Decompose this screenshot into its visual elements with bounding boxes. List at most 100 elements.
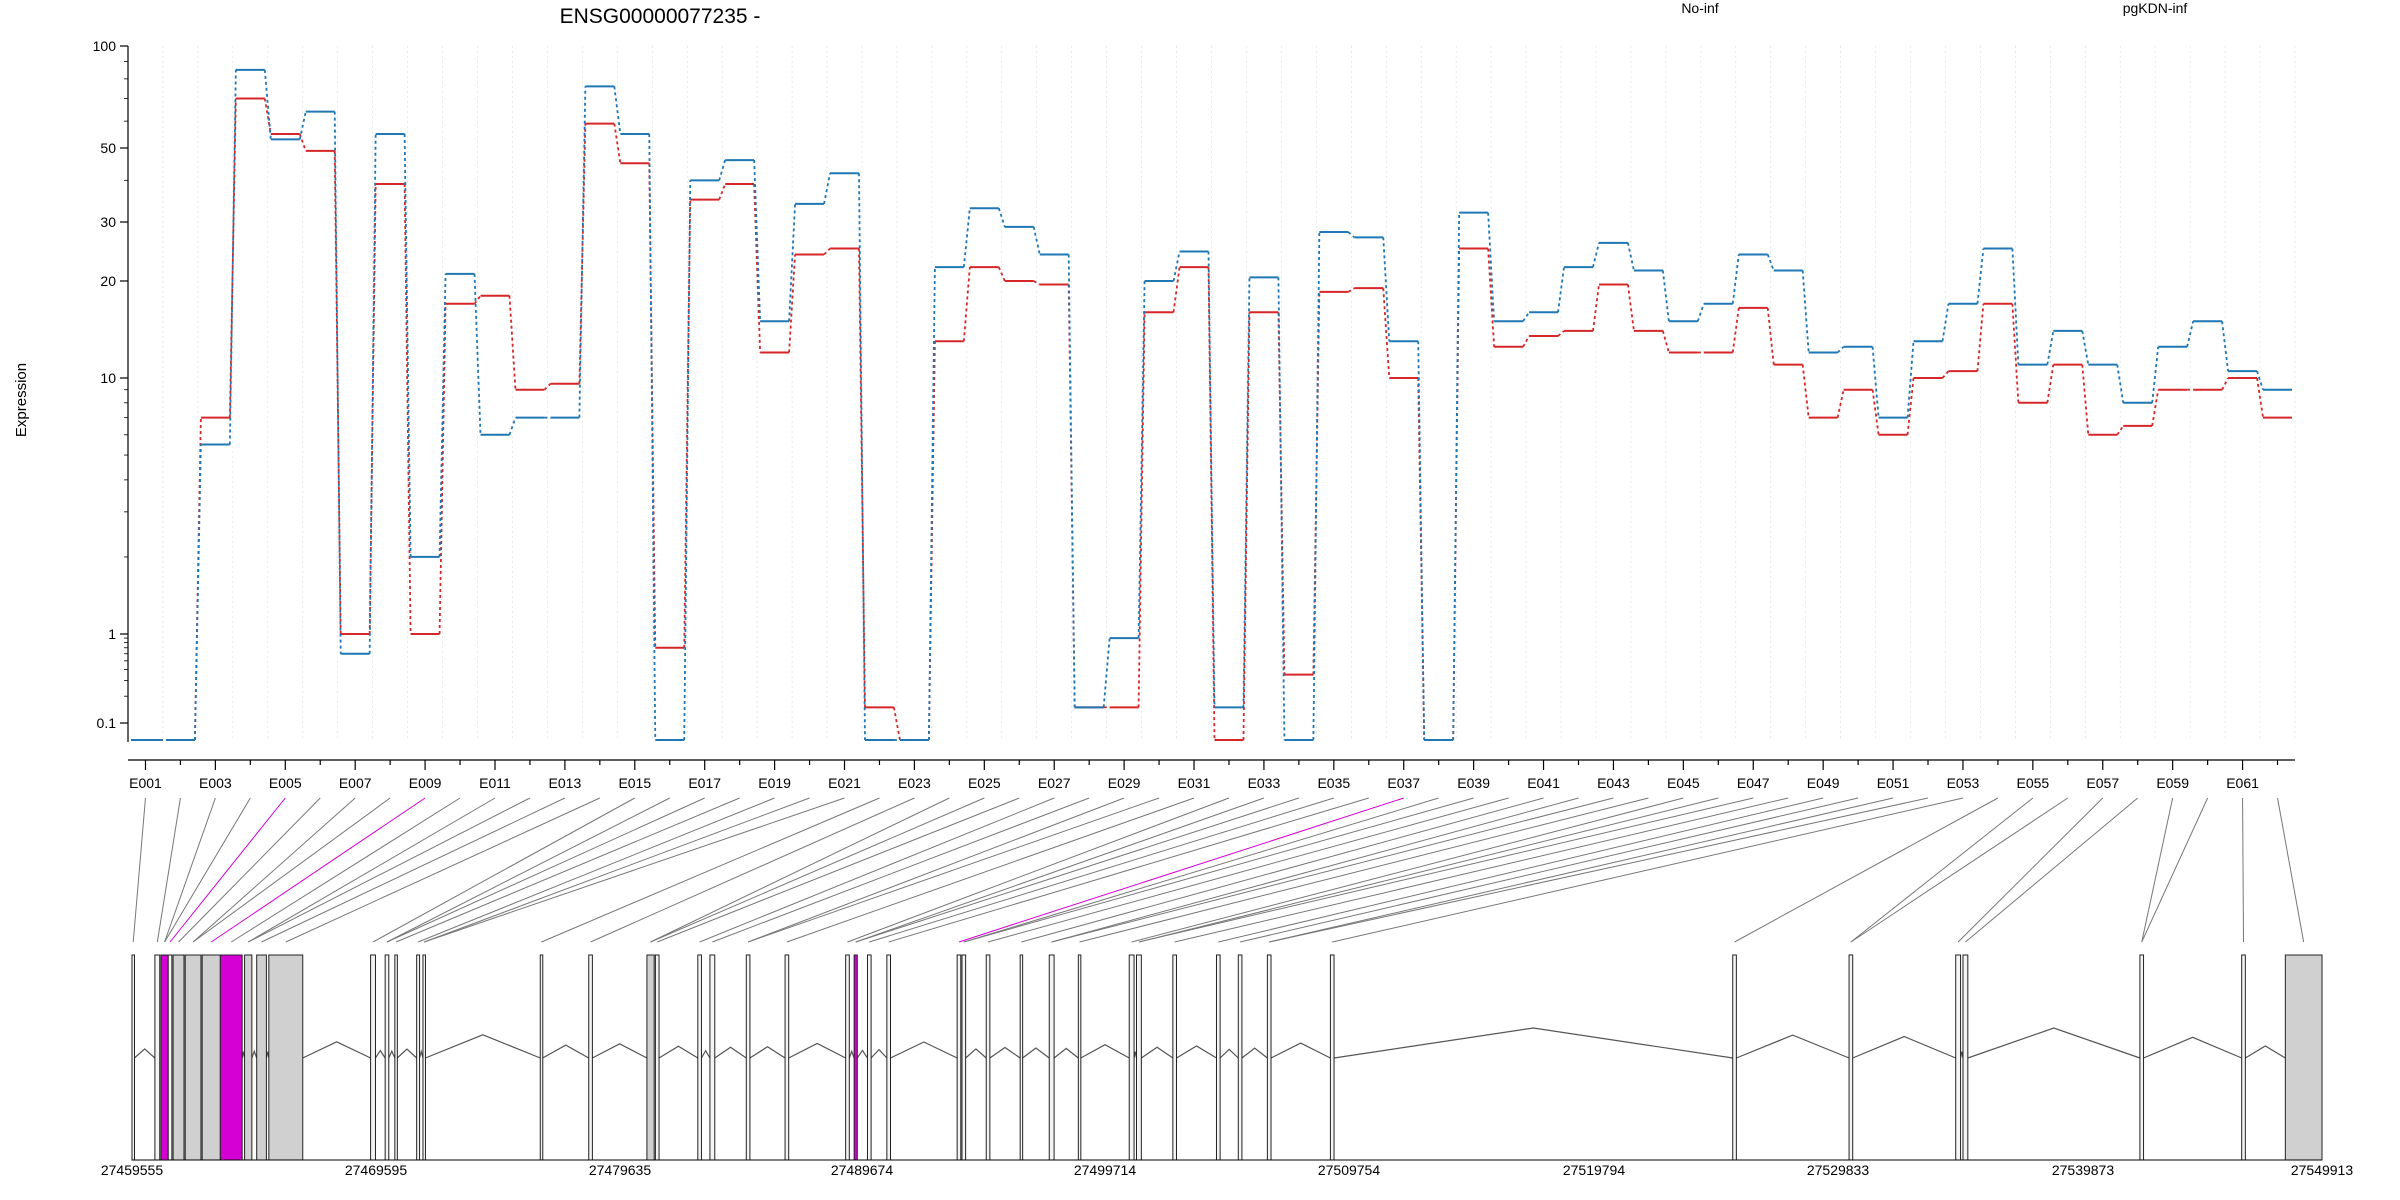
x-tick-label: E009 bbox=[409, 775, 442, 791]
x-tick-label: E017 bbox=[688, 775, 721, 791]
exon-box bbox=[172, 954, 185, 1161]
intron-line bbox=[1852, 1035, 1956, 1059]
series-connector bbox=[1801, 364, 1810, 418]
exon-box bbox=[244, 954, 253, 1161]
exon-connector bbox=[888, 797, 1369, 943]
exon-box bbox=[784, 954, 790, 1161]
exon-box bbox=[131, 954, 135, 1161]
exon-box bbox=[1077, 954, 1082, 1161]
series-connector bbox=[368, 133, 377, 654]
exon-box bbox=[1019, 954, 1024, 1161]
intron-line bbox=[374, 1049, 386, 1059]
series-no-inf bbox=[131, 97, 2292, 741]
exon-connector bbox=[192, 797, 356, 943]
exon-connector bbox=[1957, 797, 2104, 943]
x-tick-label: E029 bbox=[1108, 775, 1141, 791]
series-connector bbox=[2011, 248, 2020, 365]
x-tick-label: E007 bbox=[339, 775, 372, 791]
exon-box bbox=[539, 954, 544, 1161]
series-connector bbox=[298, 111, 307, 140]
coordinate-label: 27509754 bbox=[1318, 1162, 1381, 1178]
legend-item-no-inf: No-inf bbox=[1681, 0, 1718, 16]
intron-line bbox=[425, 1034, 541, 1059]
connector-layer bbox=[132, 797, 2305, 943]
intron-line bbox=[848, 1049, 855, 1059]
series-connector bbox=[1836, 389, 1845, 418]
exon-connector bbox=[169, 797, 286, 943]
exon-connector bbox=[963, 797, 1439, 943]
exon-box bbox=[961, 954, 967, 1161]
exon-connector bbox=[1021, 797, 1544, 943]
exon-box bbox=[956, 954, 962, 1161]
intron-line bbox=[1736, 1034, 1850, 1059]
series-connector bbox=[1522, 335, 1530, 348]
x-tick-label: E045 bbox=[1667, 775, 1700, 791]
exon-connector bbox=[1269, 797, 1894, 943]
exon-box bbox=[588, 954, 593, 1161]
coordinate-label: 27479635 bbox=[589, 1162, 652, 1178]
exon-connector bbox=[132, 797, 146, 943]
intron-line bbox=[749, 1046, 786, 1059]
intron-line bbox=[658, 1045, 699, 1059]
x-tick-label: E025 bbox=[968, 775, 1001, 791]
exon-connector bbox=[869, 797, 1334, 943]
exon-connector bbox=[424, 797, 810, 943]
exon-connector bbox=[541, 797, 880, 943]
series-connector bbox=[1627, 284, 1635, 332]
series-connector bbox=[823, 247, 831, 256]
coordinate-label: 27549913 bbox=[2291, 1162, 2354, 1178]
y-tick-label: 50 bbox=[100, 140, 116, 156]
exon-connector bbox=[395, 797, 740, 943]
exon-connector bbox=[2141, 797, 2174, 943]
exon-box bbox=[709, 954, 716, 1161]
series-connector bbox=[1347, 231, 1355, 239]
intron-line bbox=[788, 1042, 846, 1059]
intron-line bbox=[965, 1048, 987, 1059]
intron-line bbox=[2143, 1036, 2242, 1059]
intron-line bbox=[1967, 1027, 2141, 1059]
series-connector bbox=[1487, 248, 1496, 347]
series-connector bbox=[508, 295, 517, 390]
intron-line bbox=[542, 1044, 590, 1059]
exon-connector bbox=[417, 797, 775, 943]
exon-box bbox=[416, 954, 421, 1161]
series-connector bbox=[2221, 321, 2229, 372]
coordinate-label: 27489674 bbox=[831, 1162, 894, 1178]
exon-connector bbox=[2277, 797, 2305, 943]
exon-connector bbox=[156, 797, 181, 943]
series-connector bbox=[1452, 212, 1461, 741]
series-connector bbox=[1172, 267, 1181, 313]
exon-box bbox=[697, 954, 702, 1161]
series-connector bbox=[753, 183, 762, 353]
coordinate-label: 27539873 bbox=[2052, 1162, 2115, 1178]
series-connector bbox=[1557, 267, 1565, 313]
series-connector bbox=[1347, 287, 1355, 293]
exon-box bbox=[1215, 954, 1221, 1161]
series-connector bbox=[2151, 389, 2160, 427]
series-connector bbox=[1906, 341, 1915, 418]
coordinate-label: 27469595 bbox=[345, 1162, 408, 1178]
coordinate-label: 27529833 bbox=[1807, 1162, 1870, 1178]
exon-connector bbox=[747, 797, 1125, 943]
y-tick-label: 20 bbox=[100, 273, 116, 289]
exon-connector bbox=[210, 797, 426, 943]
series-connector bbox=[1242, 312, 1251, 741]
series-connector bbox=[1941, 303, 1950, 342]
exon-connector bbox=[650, 797, 950, 943]
x-tick-label: E047 bbox=[1737, 775, 1770, 791]
exon-box bbox=[1848, 954, 1854, 1161]
series-connector bbox=[403, 133, 412, 557]
intron-line bbox=[134, 1048, 156, 1059]
series-connector bbox=[438, 303, 447, 635]
exon-connector bbox=[1239, 797, 1859, 943]
x-tick-label: E041 bbox=[1527, 775, 1560, 791]
exon-box bbox=[845, 954, 850, 1161]
exon-box bbox=[646, 954, 655, 1161]
exon-box bbox=[1329, 954, 1335, 1161]
grid-layer bbox=[127, 46, 2296, 740]
exon-connector bbox=[1138, 797, 1754, 943]
series-connector bbox=[962, 208, 971, 268]
axis-layer: 0.1 1 10 20 30 50 100 E001 E003 E005 E007 E009 E011 E… bbox=[93, 38, 2295, 791]
